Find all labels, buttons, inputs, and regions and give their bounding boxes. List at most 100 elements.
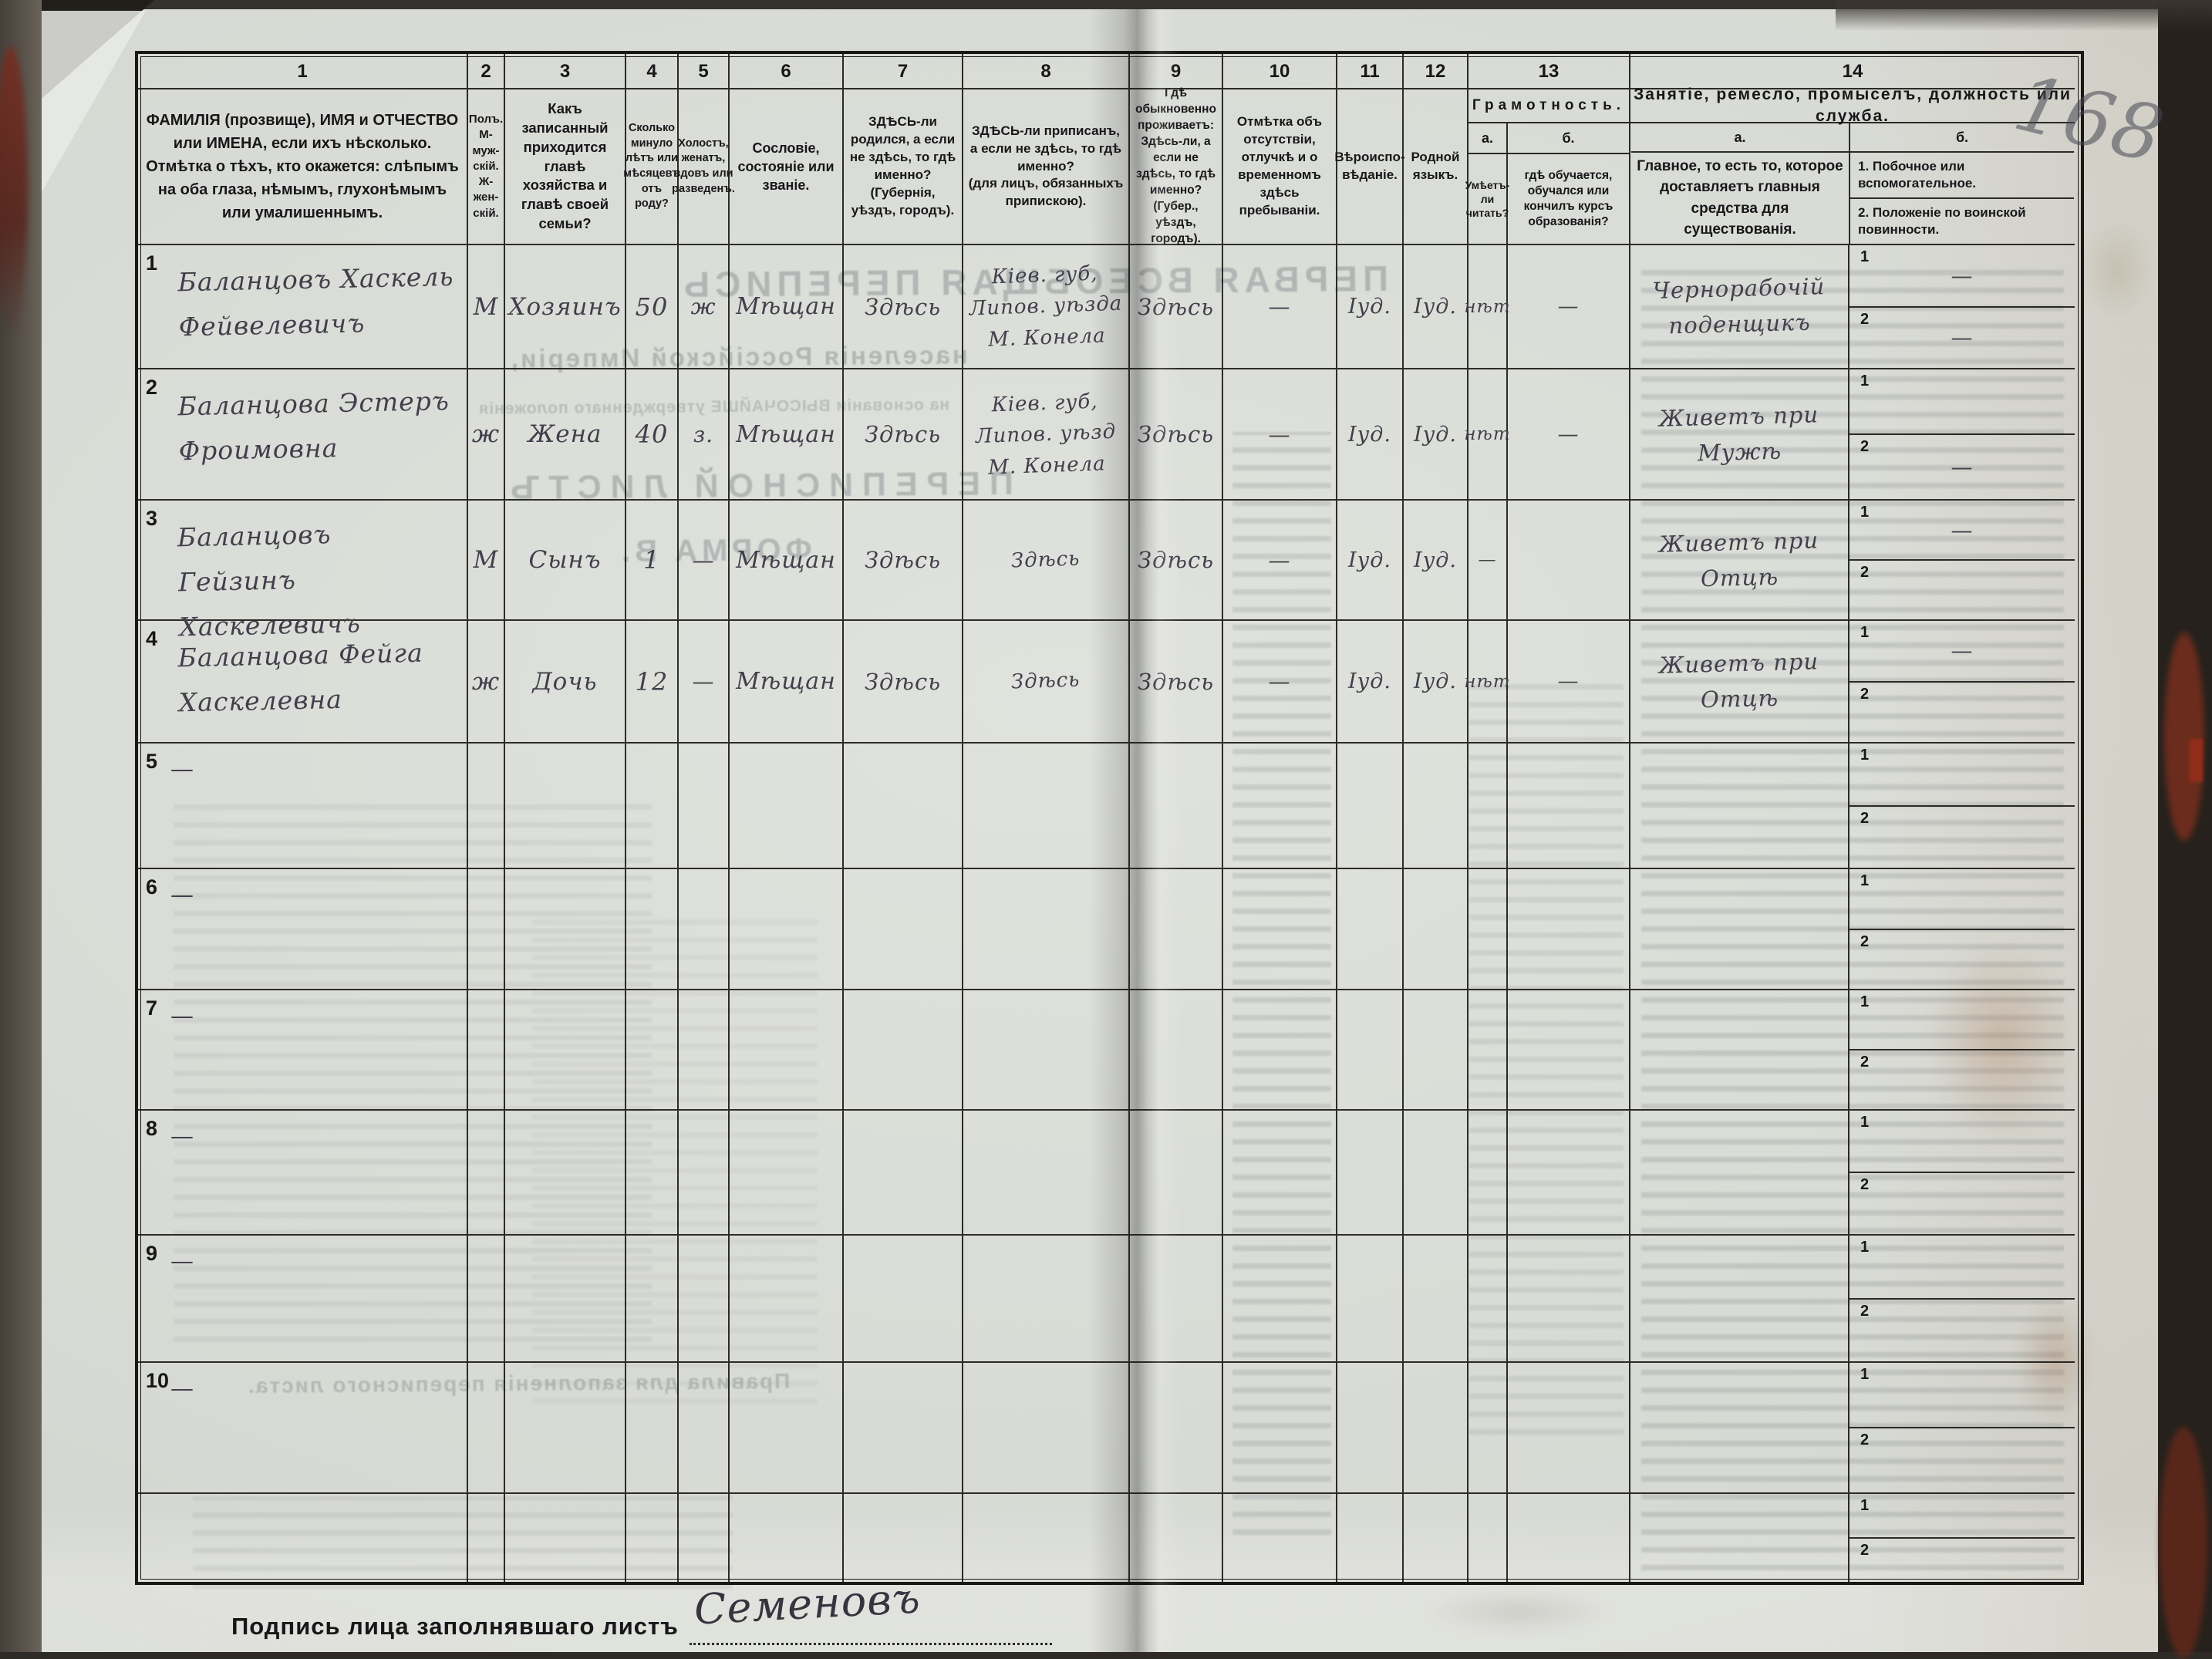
handwritten-entry: Дочь <box>532 667 598 696</box>
handwritten-entry: Іуд. <box>1347 669 1392 693</box>
row-number: 9 <box>146 1242 158 1265</box>
handwritten-entry: Здѣсь <box>864 293 942 320</box>
col-number-11: 11 <box>1337 54 1404 88</box>
cell-c14b-1: 1 <box>1850 1111 2075 1173</box>
cell-name: 3 Баланцовъ Гейзинъ Хаскелевичъ <box>138 501 468 642</box>
cell-c11 <box>1337 744 1404 868</box>
sub-label: 1 <box>1860 1239 1870 1256</box>
handwritten-entry: Іуд. <box>1413 422 1458 447</box>
cell-c8 <box>963 1494 1130 1582</box>
handwritten-entry: Мѣщан <box>736 420 836 448</box>
handwritten-entry: — <box>1557 422 1580 447</box>
col-number-9: 9 <box>1130 54 1223 88</box>
handwritten-name <box>138 743 187 756</box>
cell-c9 <box>1130 990 1223 1109</box>
cell-c9 <box>1130 869 1223 989</box>
cell-c8: Здѣсь <box>963 501 1130 619</box>
cell-c14b-1: 1 <box>1850 744 2075 807</box>
sub-label: 1 <box>1860 993 1870 1010</box>
col-number-7: 7 <box>844 54 963 88</box>
cell-c3 <box>505 1236 626 1361</box>
col-number-5: 5 <box>679 54 730 88</box>
handwritten-entry: Кіев. губ, Липов. уѣзд М. Конела <box>975 389 1117 479</box>
cell-c3 <box>505 1363 626 1492</box>
handwritten-entry: — <box>1478 550 1497 570</box>
cell-c14b-2: 2 <box>1850 807 2075 868</box>
cell-c12: Іуд. <box>1404 245 1468 368</box>
cell-c11: Іуд. <box>1337 621 1404 742</box>
sub-label: 1 <box>1860 1497 1870 1514</box>
table-row: 10—1 2 <box>138 1363 2075 1494</box>
row-mark: — <box>170 1375 194 1402</box>
cell-c13b <box>1508 744 1630 868</box>
table-row: 2 Баланцова Эстеръ Фроимовна ж Жена 40 з. Мѣща… <box>138 369 2075 501</box>
photo-edge <box>0 0 2212 9</box>
cell-c14b: 1—2 <box>1850 501 2075 619</box>
sub-label: 2 <box>1860 685 1870 703</box>
cell-c7: Здѣсь <box>844 501 963 619</box>
photo-corner <box>1836 0 2212 31</box>
cell-c14a <box>1630 744 1850 868</box>
table-row: 8—1 2 <box>138 1111 2075 1236</box>
cell-c8: Кіев. губ, Липов. уѣзд М. Конела <box>963 369 1130 499</box>
sub-label: 2 <box>1860 1302 1870 1320</box>
cell-c4 <box>626 1494 679 1582</box>
header-literacy-b-label: б. <box>1562 130 1575 146</box>
handwritten-entry: — <box>1951 638 1974 664</box>
cell-c12: Іуд. <box>1404 369 1468 499</box>
handwritten-entry: Кіев. губ, Липов. уѣзда М. Конела <box>969 261 1123 352</box>
cell-c6 <box>730 744 844 868</box>
cell-c6: Мѣщан <box>730 621 844 742</box>
row-number: 3 <box>146 507 158 530</box>
header-age: Сколько минуло лѣтъ или мѣсяцевъ отъ род… <box>623 89 680 244</box>
row-mark: — <box>170 1248 194 1275</box>
handwritten-entry: Чернорабочій поденщикъ <box>1652 273 1826 339</box>
cell-c5 <box>679 1363 730 1492</box>
cell-c5 <box>679 1236 730 1361</box>
handwritten-entry: — <box>1268 421 1291 447</box>
cell-c8: Здѣсь <box>963 621 1130 742</box>
handwritten-name <box>138 1235 187 1248</box>
row-mark: — <box>170 882 194 909</box>
cell-c2: М <box>468 245 505 368</box>
handwritten-entry: Живетъ при Мужѣ <box>1658 400 1819 467</box>
cell-c5: з. <box>679 369 730 499</box>
cell-c7 <box>844 990 963 1109</box>
cell-name: 1 Баланцовъ Хаскель Фейвелевичъ <box>138 245 468 368</box>
cell-c14b-2: 2 <box>1850 683 2075 743</box>
cell-c14b-1: 1 <box>1850 869 2075 930</box>
col-number-3: 3 <box>505 54 626 88</box>
cell-name: 6— <box>138 869 468 989</box>
sub-label: 2 <box>1860 1431 1870 1448</box>
cell-c3 <box>505 990 626 1109</box>
row-number: 6 <box>146 875 158 899</box>
cell-c4: 1 <box>626 501 679 619</box>
row-mark: — <box>170 1003 194 1030</box>
header-surname: ФАМИЛІЯ (прозвище), ИМЯ и ОТЧЕСТВО или И… <box>138 89 468 244</box>
cell-c4 <box>626 1111 679 1234</box>
header-absence: Отмѣтка объ отсутствіи, отлучкѣ и о врем… <box>1223 89 1337 244</box>
handwritten-entry: 50 <box>635 292 669 322</box>
cell-c9: Здѣсь <box>1130 621 1223 742</box>
cell-c11: Іуд. <box>1337 245 1404 368</box>
handwritten-entry: Здѣсь <box>1010 668 1081 694</box>
red-smear <box>2164 632 2204 841</box>
cell-c4: 40 <box>626 369 679 499</box>
cell-name: 9— <box>138 1236 468 1361</box>
cell-c13b <box>1508 1363 1630 1492</box>
cell-c5: — <box>679 621 730 742</box>
cell-c13a: — <box>1468 501 1508 619</box>
signature-row: Подпись лица заполнявшаго листъ Семеновъ <box>231 1573 1052 1645</box>
sub-label: 1 <box>1860 747 1870 764</box>
cell-c8 <box>963 1363 1130 1492</box>
cell-c12 <box>1404 1363 1468 1492</box>
table-body: 1 Баланцовъ Хаскель Фейвелевичъ М Хозяинъ 50… <box>138 245 2081 1582</box>
cell-c14b-2: 2— <box>1850 435 2075 499</box>
table-row: 3 Баланцовъ Гейзинъ Хаскелевичъ М Сынъ 1— Мѣщ… <box>138 501 2075 642</box>
cell-c12 <box>1404 1494 1468 1582</box>
cell-c7 <box>844 869 963 989</box>
cell-c13a: нѣт <box>1464 245 1510 368</box>
cell-c14b-1: 1— <box>1850 501 2075 561</box>
